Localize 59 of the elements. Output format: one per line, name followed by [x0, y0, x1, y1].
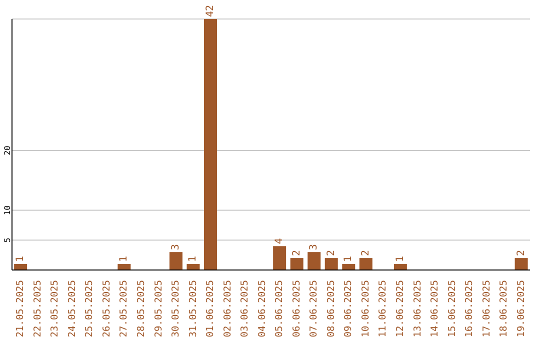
x-tick-label: 26.05.2025 [101, 280, 112, 338]
x-tick-label: 13.06.2025 [412, 280, 424, 338]
bar [186, 264, 200, 270]
data-label: 1 [118, 256, 130, 262]
data-label: 3 [170, 244, 182, 250]
bar [342, 264, 356, 270]
x-tick-label: 31.05.2025 [188, 280, 199, 338]
data-label: 2 [516, 250, 527, 256]
x-tick-label: 04.06.2025 [256, 280, 268, 338]
bar [169, 252, 182, 270]
x-tick-label: 15.06.2025 [446, 280, 458, 338]
bar [324, 258, 338, 270]
y-tick-label: 10 [3, 205, 12, 216]
x-tick-label: 30.05.2025 [170, 280, 182, 338]
data-label: 1 [15, 256, 26, 262]
x-tick-label: 09.06.2025 [343, 280, 354, 338]
x-tick-label: 17.06.2025 [481, 280, 492, 338]
x-tick-label: 03.06.2025 [240, 280, 251, 338]
x-tick-label: 05.06.2025 [274, 280, 286, 338]
x-tick-label: 16.06.2025 [464, 280, 476, 338]
x-tick-label: 06.06.2025 [291, 280, 302, 338]
x-tick-label: 23.05.2025 [50, 280, 61, 338]
bar [394, 264, 407, 270]
x-tick-label: 28.05.2025 [136, 280, 147, 338]
x-tick-label: 29.05.2025 [153, 280, 164, 338]
data-label: 2 [291, 250, 302, 256]
x-tick-label: 02.06.2025 [222, 280, 234, 338]
bar [204, 19, 218, 270]
data-label: 2 [326, 250, 337, 256]
x-tick-label: 27.05.2025 [118, 280, 130, 338]
y-tick-label: 20 [3, 145, 12, 156]
bar [308, 252, 321, 270]
x-tick-label: 12.06.2025 [395, 280, 406, 338]
x-tick-label: 11.06.2025 [378, 280, 389, 338]
x-tick-label: 01.06.2025 [205, 280, 216, 338]
data-label: 1 [343, 256, 354, 262]
data-label: 42 [205, 4, 216, 17]
bar [118, 264, 131, 270]
bar [273, 246, 286, 270]
x-tick-label: 22.05.2025 [32, 280, 44, 338]
data-label: 1 [188, 256, 199, 262]
bar [359, 258, 372, 270]
y-tick-label: 5 [3, 238, 12, 243]
x-tick-label: 19.06.2025 [516, 280, 527, 338]
data-label: 2 [360, 250, 372, 256]
x-tick-label: 07.06.2025 [308, 280, 320, 338]
x-tick-label: 21.05.2025 [15, 280, 26, 338]
x-tick-label: 08.06.2025 [326, 280, 337, 338]
x-tick-label: 18.06.2025 [498, 280, 510, 338]
data-label: 3 [308, 244, 320, 250]
data-label: 1 [394, 256, 406, 262]
x-tick-label: 24.05.2025 [66, 280, 78, 338]
bar [14, 264, 28, 270]
x-tick-label: 10.06.2025 [360, 280, 372, 338]
bar [290, 258, 304, 270]
bar [514, 258, 528, 270]
data-label: 4 [274, 238, 286, 244]
x-tick-label: 25.05.2025 [84, 280, 96, 338]
x-tick-label: 14.06.2025 [430, 280, 441, 338]
